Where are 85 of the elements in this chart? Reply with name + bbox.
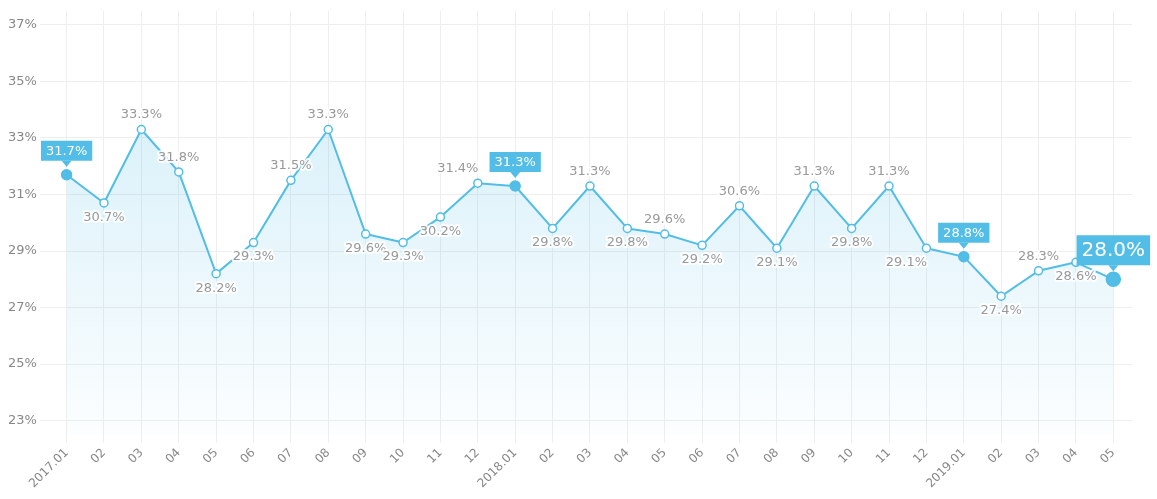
data-label: 29.8% [606, 234, 648, 250]
x-tick-label: 07 [723, 445, 744, 466]
data-label: 29.8% [531, 234, 574, 250]
x-tick-label: 10 [386, 445, 408, 466]
data-label: 29.1% [885, 254, 928, 270]
x-tick-label: 05 [1096, 445, 1118, 466]
x-tick-label: 11 [872, 445, 894, 466]
point [996, 291, 1006, 301]
data-label: 28.0% [1081, 237, 1146, 262]
data-label: 29.1% [756, 254, 798, 270]
point [173, 167, 184, 177]
data-label: 29.2% [681, 251, 723, 267]
point [286, 175, 296, 186]
data-label: 31.3% [569, 162, 611, 178]
data-label: 31.3% [868, 162, 910, 178]
point [60, 168, 73, 181]
x-tick-label: 02 [536, 445, 557, 466]
x-tick-label: 12 [461, 445, 483, 466]
data-label: 31.3% [793, 162, 835, 178]
x-tick-label: 06 [685, 445, 707, 466]
x-tick-label: 06 [237, 445, 258, 466]
point [323, 124, 334, 135]
x-tick-label: 02 [984, 445, 1006, 466]
y-tick-label: 33% [7, 129, 37, 145]
point [809, 181, 819, 191]
point [734, 201, 745, 211]
x-tick-label: 11 [424, 445, 445, 466]
x-tick-label: 05 [648, 445, 670, 466]
point [248, 237, 259, 248]
x-tick-label: 07 [274, 445, 296, 466]
y-tick-label: 25% [7, 355, 37, 371]
y-tick-label: 27% [7, 298, 37, 314]
x-tick-label: 12 [910, 445, 931, 466]
point [659, 229, 670, 239]
point [360, 229, 371, 239]
x-tick-label: 08 [760, 445, 782, 466]
data-label: 28.8% [943, 225, 985, 241]
x-tick-label: 09 [349, 445, 370, 466]
x-tick-label: 02 [87, 445, 109, 466]
y-tick-label: 31% [7, 185, 37, 201]
point [547, 223, 558, 234]
point [211, 268, 221, 279]
x-tick-label: 04 [1059, 445, 1081, 466]
data-label: 28.3% [1017, 247, 1060, 263]
x-tick-label: 03 [573, 445, 595, 466]
point [958, 250, 970, 263]
data-label: 27.4% [980, 302, 1022, 318]
y-tick-label: 37% [7, 16, 37, 32]
point [398, 237, 408, 248]
data-label: 29.8% [830, 234, 873, 250]
x-tick-label: 03 [124, 445, 146, 466]
data-label: 31.3% [494, 154, 536, 170]
data-label: 31.4% [437, 160, 479, 176]
point [846, 223, 857, 234]
y-tick-label: 23% [7, 411, 37, 427]
x-tick-label: 05 [199, 445, 221, 466]
data-label: 33.3% [307, 106, 349, 122]
y-tick-label: 29% [7, 242, 37, 258]
x-tick-label: 04 [162, 445, 184, 466]
x-tick-label: 04 [610, 445, 632, 466]
x-tick-label: 03 [1022, 445, 1043, 466]
point [99, 198, 109, 208]
y-tick-label: 35% [7, 72, 37, 88]
point [473, 178, 483, 188]
data-label: 28.6% [1055, 268, 1097, 284]
point [435, 212, 446, 222]
point [509, 180, 521, 192]
point [772, 243, 782, 253]
point [585, 181, 595, 191]
x-tick-label: 10 [835, 445, 856, 466]
x-tick-label: 08 [311, 445, 333, 466]
point [1033, 266, 1044, 276]
x-tick-label: 09 [797, 445, 819, 466]
point [697, 240, 707, 251]
point [884, 181, 894, 191]
data-label: 30.2% [419, 222, 462, 238]
data-label: 33.3% [120, 106, 163, 122]
data-label: 31.7% [45, 143, 88, 159]
data-label: 29.6% [644, 210, 686, 226]
point [921, 243, 932, 253]
point [622, 223, 633, 234]
data-label: 28.2% [195, 279, 237, 295]
data-label: 30.7% [83, 208, 125, 224]
data-label: 30.6% [718, 182, 761, 198]
point [136, 124, 147, 135]
